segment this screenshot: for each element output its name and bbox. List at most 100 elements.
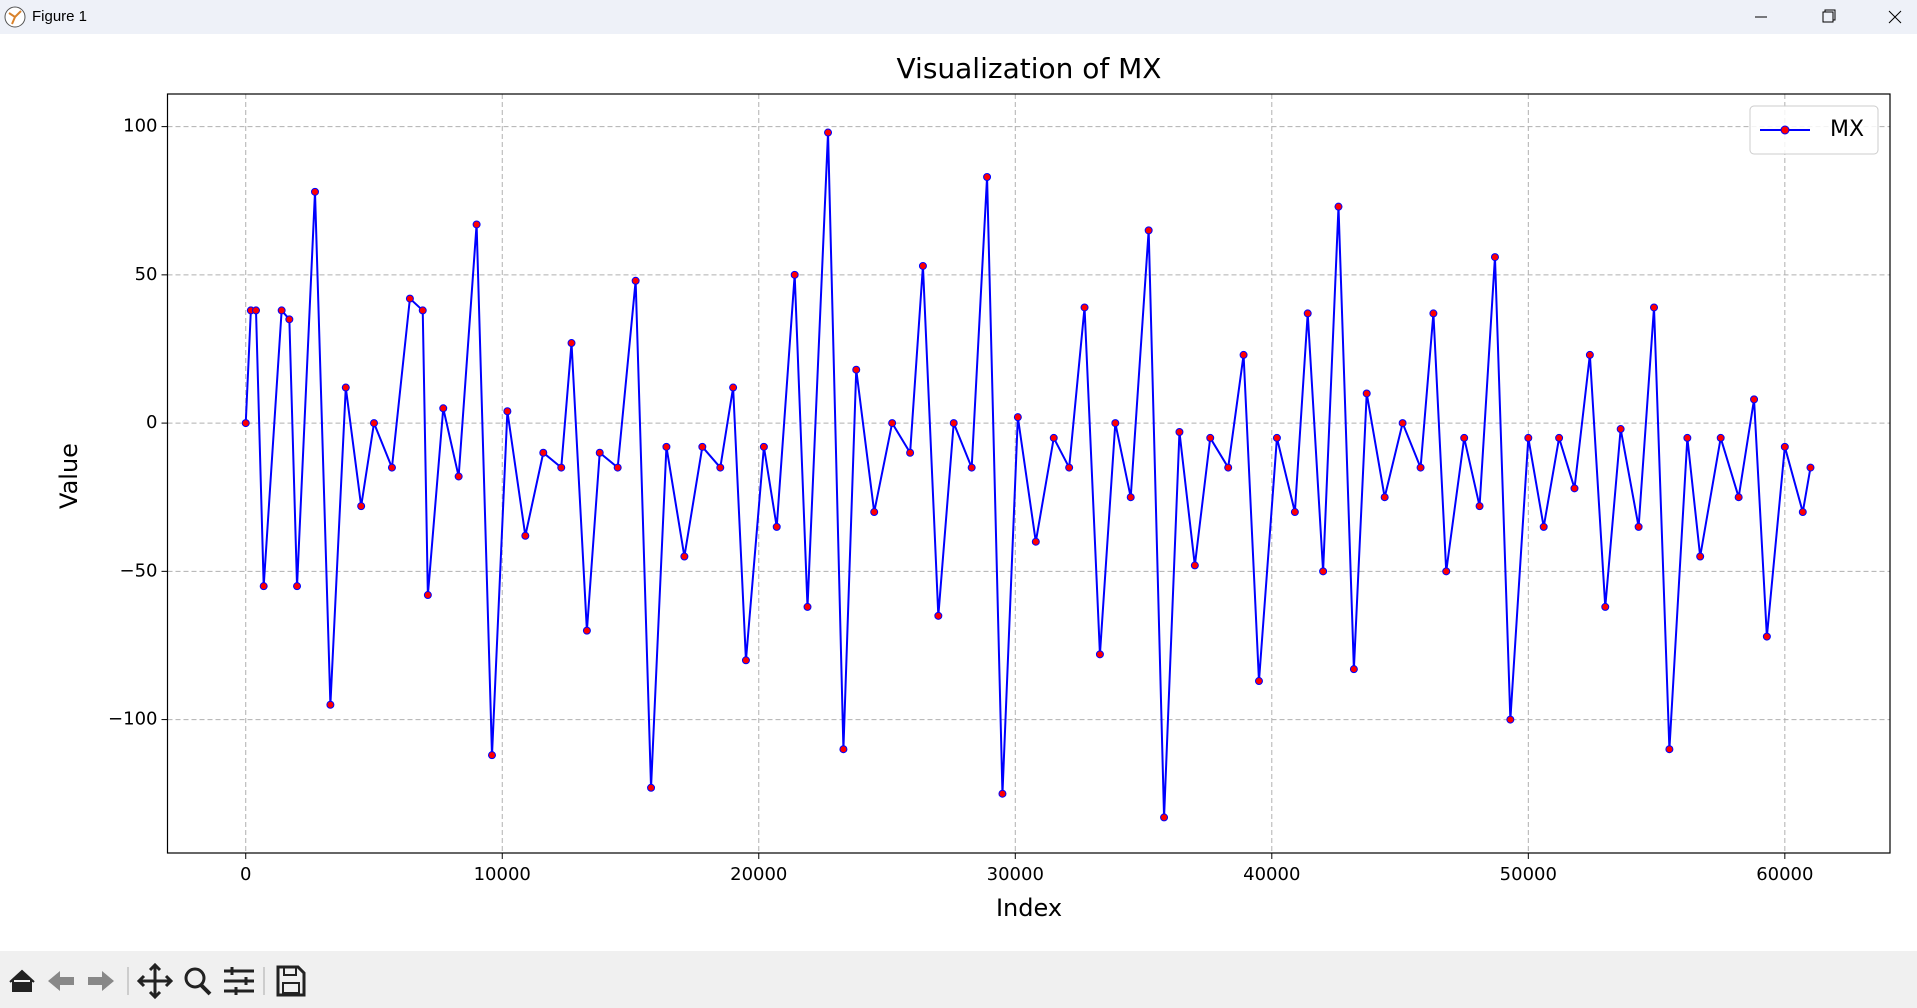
data-marker — [949, 419, 958, 428]
data-marker — [1013, 413, 1022, 422]
data-marker — [906, 448, 915, 457]
configure-button[interactable] — [224, 967, 254, 995]
data-marker — [557, 463, 566, 472]
data-marker — [1524, 433, 1533, 442]
data-marker — [1160, 813, 1169, 822]
back-button[interactable] — [48, 971, 74, 991]
data-marker — [1303, 309, 1312, 318]
data-marker — [1362, 389, 1371, 398]
data-marker — [1716, 433, 1725, 442]
data-marker — [852, 365, 861, 374]
x-tick-label: 30000 — [987, 864, 1044, 885]
data-marker — [934, 611, 943, 620]
data-marker — [1144, 226, 1153, 235]
pan-button[interactable] — [136, 962, 174, 1000]
data-marker — [1416, 463, 1425, 472]
data-marker — [1696, 552, 1705, 561]
data-marker — [759, 442, 768, 451]
data-marker — [259, 582, 268, 591]
plot-frame — [166, 93, 1891, 854]
data-marker — [357, 502, 366, 511]
home-button[interactable] — [9, 969, 35, 992]
data-marker — [1585, 350, 1594, 359]
data-marker — [983, 173, 992, 182]
data-marker — [326, 700, 335, 709]
data-marker — [1750, 395, 1759, 404]
data-marker — [1175, 427, 1184, 436]
y-tick-label: 50 — [135, 264, 158, 285]
data-marker — [251, 306, 260, 315]
data-marker — [423, 591, 432, 600]
forward-button[interactable] — [88, 971, 114, 991]
data-marker — [472, 220, 481, 229]
data-marker — [967, 463, 976, 472]
window-controls[interactable] — [1717, 0, 1917, 34]
x-tick-label: 60000 — [1756, 864, 1813, 885]
data-marker — [1798, 508, 1807, 517]
save-button[interactable] — [276, 965, 306, 997]
data-marker — [1190, 561, 1199, 570]
x-tick-label: 20000 — [730, 864, 787, 885]
toolbar-icons — [9, 962, 306, 1000]
data-marker — [918, 261, 927, 270]
data-marker — [662, 442, 671, 451]
data-marker — [277, 306, 286, 315]
data-marker — [1555, 433, 1564, 442]
title-bar: Figure 1 — [0, 0, 1917, 34]
data-marker — [613, 463, 622, 472]
data-marker — [729, 383, 738, 392]
legend-box — [1749, 105, 1879, 155]
data-marker — [341, 383, 350, 392]
data-marker — [1126, 493, 1135, 502]
data-marker — [285, 315, 294, 324]
data-marker — [741, 656, 750, 665]
data-marker — [454, 472, 463, 481]
data-marker — [1780, 442, 1789, 451]
restore[interactable] — [1822, 11, 1834, 23]
data-marker — [1460, 433, 1469, 442]
data-marker — [790, 270, 799, 279]
data-marker — [1398, 419, 1407, 428]
y-tick-label: −100 — [108, 709, 157, 730]
data-marker — [1539, 522, 1548, 531]
data-marker — [1665, 745, 1674, 754]
data-marker — [1049, 433, 1058, 442]
chart-title: Visualization of MX — [897, 52, 1162, 85]
toolbar — [0, 951, 1917, 1008]
data-marker — [310, 187, 319, 196]
chart: Visualization of MX Index Value 0 10000 20… — [55, 52, 1891, 922]
data-marker — [1349, 665, 1358, 674]
data-marker — [405, 294, 414, 303]
data-marker — [631, 276, 640, 285]
data-marker — [1080, 303, 1089, 312]
data-marker — [1239, 350, 1248, 359]
data-marker — [1290, 508, 1299, 517]
data-line — [244, 132, 1812, 818]
data-marker — [1429, 309, 1438, 318]
y-axis-label: Value — [55, 443, 83, 509]
data-marker — [503, 407, 512, 416]
data-marker — [647, 783, 656, 792]
data-marker — [680, 552, 689, 561]
data-marker — [1762, 632, 1771, 641]
data-marker — [716, 463, 725, 472]
data-marker — [1442, 567, 1451, 576]
data-marker — [772, 522, 781, 531]
data-marker — [521, 531, 530, 540]
data-marker — [998, 789, 1007, 798]
data-marker — [824, 128, 833, 137]
x-axis-label: Index — [996, 894, 1062, 922]
data-marker — [1506, 715, 1515, 724]
data-marker — [369, 419, 378, 428]
data-marker — [487, 751, 496, 760]
x-tick-label: 10000 — [474, 864, 531, 885]
data-marker — [582, 626, 591, 635]
close[interactable] — [1888, 10, 1902, 24]
data-marker — [1095, 650, 1104, 659]
data-marker — [241, 419, 250, 428]
zoom-button[interactable] — [184, 967, 212, 996]
data-marker — [1734, 493, 1743, 502]
data-marker — [839, 745, 848, 754]
x-tick-label: 50000 — [1500, 864, 1557, 885]
